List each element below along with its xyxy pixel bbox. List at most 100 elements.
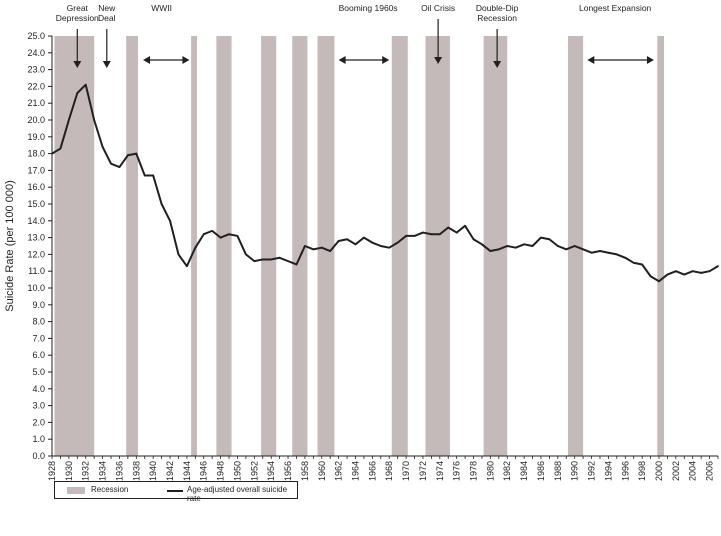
recession-band-6 (317, 36, 335, 456)
data-point (700, 271, 703, 274)
x-tick-label: 1994 (603, 461, 613, 481)
x-tick-label: 1976 (452, 461, 462, 481)
data-point (101, 145, 104, 148)
data-point (565, 248, 568, 251)
x-tick-label: 2004 (688, 461, 698, 481)
y-tick-label: 4.0 (32, 384, 45, 394)
series-line-layer (51, 83, 719, 283)
annotation-arrow-head-right (182, 56, 190, 64)
data-point (396, 241, 399, 244)
data-point (278, 256, 281, 259)
data-point (143, 174, 146, 177)
data-point (363, 236, 365, 239)
recession-band-9 (483, 36, 508, 456)
data-point (126, 154, 129, 157)
x-tick-label: 1948 (216, 461, 226, 481)
y-axis-label: Suicide Rate (per 100 000) (4, 180, 16, 311)
x-tick-label: 1984 (519, 461, 529, 481)
data-point (211, 229, 214, 232)
data-point (658, 280, 660, 283)
data-point (135, 152, 138, 155)
x-tick-label: 1982 (502, 461, 512, 481)
annotation-arrow-head (493, 61, 502, 68)
data-point (337, 240, 340, 242)
data-point (497, 248, 500, 251)
data-point (228, 233, 230, 236)
data-point (666, 273, 669, 276)
data-point (523, 243, 526, 246)
annotation-arrow-head-left (587, 56, 595, 64)
data-point (379, 245, 382, 247)
data-point (261, 258, 264, 261)
x-tick-label: 1990 (570, 461, 580, 481)
annotation-label-0: Great Depression (56, 3, 99, 23)
data-point (717, 265, 719, 268)
x-tick-label: 1952 (249, 461, 259, 481)
y-tick-label: 18.0 (27, 149, 45, 159)
data-point (346, 238, 348, 241)
data-point (253, 260, 256, 263)
y-tick-label: 16.0 (27, 182, 45, 192)
x-tick-label: 1978 (469, 461, 479, 481)
y-tick-label: 13.0 (27, 233, 45, 243)
recession-band-5 (292, 36, 308, 456)
y-tick-label: 19.0 (27, 132, 45, 142)
x-tick-label: 1972 (418, 461, 428, 481)
annotation-label-4: Oil Crisis (421, 3, 455, 13)
x-tick-label: 1968 (384, 461, 394, 481)
axes: 0.0 1.0 2.0 3.0 4.0 5.0 6.0 7.0 8.0 9.0 10.0 11.0 12… (27, 31, 719, 481)
data-point (674, 270, 677, 273)
data-point (683, 273, 686, 276)
annotation-arrow-head-right (382, 56, 390, 64)
data-point (641, 263, 644, 266)
x-tick-label: 1998 (637, 461, 647, 481)
y-tick-label: 7.0 (32, 333, 45, 343)
legend-label-series: Age-adjusted overall suicide rate (187, 485, 288, 503)
x-tick-label: 1996 (620, 461, 630, 481)
data-point (599, 250, 601, 252)
y-tick-label: 24.0 (27, 48, 45, 58)
data-point (270, 258, 273, 261)
x-tick-label: 1962 (334, 461, 344, 481)
data-point (152, 174, 155, 177)
x-tick-label: 1942 (165, 461, 175, 481)
recession-band-8 (425, 36, 450, 456)
x-tick-label: 1992 (587, 461, 597, 481)
data-point (194, 246, 197, 249)
data-point (236, 235, 239, 237)
data-point (708, 270, 711, 273)
x-tick-label: 1986 (536, 461, 546, 481)
x-tick-label: 1940 (148, 461, 158, 481)
x-tick-label: 1988 (553, 461, 563, 481)
data-point (455, 231, 458, 234)
data-point (118, 166, 121, 168)
data-point (76, 92, 79, 95)
data-point (438, 233, 441, 236)
y-tick-label: 17.0 (27, 165, 45, 175)
data-point (489, 250, 492, 252)
x-tick-label: 2006 (705, 461, 715, 481)
data-point (548, 238, 551, 241)
x-tick-label: 1960 (317, 461, 327, 481)
legend-swatch-line (167, 490, 183, 492)
data-point (590, 251, 593, 254)
data-point (51, 152, 53, 155)
recession-band-2 (191, 36, 198, 456)
x-tick-label: 2002 (671, 461, 681, 481)
x-tick-label: 1934 (98, 461, 108, 481)
data-point (615, 253, 618, 256)
recession-band-0 (54, 36, 95, 456)
data-point (219, 236, 222, 239)
x-tick-label: 1938 (131, 461, 141, 481)
recession-band-7 (391, 36, 408, 456)
x-tick-label: 1928 (47, 461, 57, 481)
y-tick-label: 1.0 (32, 434, 45, 444)
annotation-label-2: WWII (151, 3, 172, 13)
data-point (649, 275, 652, 278)
y-tick-label: 6.0 (32, 350, 45, 360)
recession-bands (54, 36, 665, 456)
data-point (304, 245, 306, 247)
x-tick-label: 1958 (300, 461, 310, 481)
